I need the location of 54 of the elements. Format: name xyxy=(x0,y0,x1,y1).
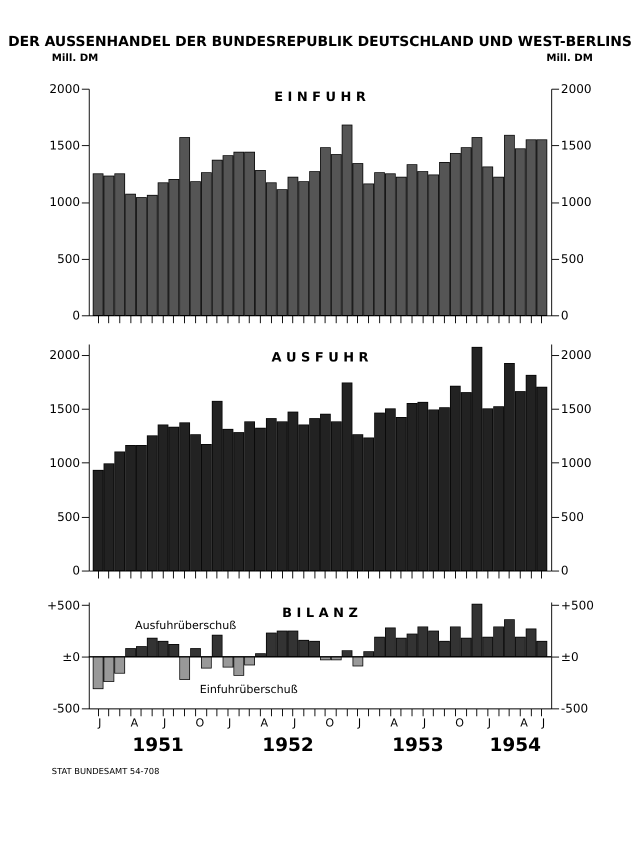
y-tick-label: 2000 xyxy=(49,348,80,362)
y-tick-label: +500 xyxy=(46,598,80,612)
y2-tick-label: -500 xyxy=(560,702,588,716)
annotation: Ausfuhrüberschuß xyxy=(135,619,236,632)
text: 1953 xyxy=(392,734,444,756)
x-tick-label: A xyxy=(520,716,528,730)
chart-title: DER AUSSENHANDEL DER BUNDESREPUBLIK DEUTSCHLAND UND WEST-BERLINS xyxy=(8,34,632,50)
y-axis-title: Mill. DM xyxy=(52,52,98,64)
x-tick-label: A xyxy=(130,716,139,730)
y-tick-label: 0 xyxy=(72,564,80,578)
text: A U S F U H R xyxy=(272,350,369,366)
text: 1952 xyxy=(262,734,314,756)
y-tick-label: 500 xyxy=(57,510,80,524)
y-tick-label: 500 xyxy=(57,252,80,266)
y-tick-label: -500 xyxy=(52,702,80,716)
x-tick-label: J xyxy=(226,716,232,730)
chart-subtitle: E I N F U H R xyxy=(274,90,366,105)
y2-tick-label: 2000 xyxy=(560,82,592,96)
x-tick-label: J xyxy=(292,716,296,730)
x-tick-label: J xyxy=(97,716,102,730)
y-tick-label: 1500 xyxy=(49,402,80,416)
y-tick-label: 2000 xyxy=(49,82,80,96)
x-tick-label: J xyxy=(422,716,426,730)
x-tick-label: A xyxy=(260,716,268,730)
y-tick-label: 1000 xyxy=(49,195,80,210)
x-tick-label: J xyxy=(356,716,362,730)
x-tick-label: J xyxy=(540,716,546,730)
x-tick-label: O xyxy=(196,716,205,730)
x-tick-label: O xyxy=(325,716,334,730)
text: STAT BUNDESAMT 54-708 xyxy=(52,766,160,776)
annotation: Einfuhrüberschuß xyxy=(200,682,298,696)
x-tick-label: A xyxy=(390,716,398,730)
y-tick-label: 1000 xyxy=(49,456,80,470)
x-tick-label: O xyxy=(455,716,464,730)
chart-title: B I L A N Z xyxy=(282,606,358,622)
y2-tick-label: 500 xyxy=(560,252,584,266)
y2-tick-label: 1500 xyxy=(560,138,592,153)
y-tick-label: 1500 xyxy=(49,138,80,153)
y2-tick-label: 1500 xyxy=(560,402,592,416)
x-tick-label: J xyxy=(486,716,492,730)
y2-tick-label: 1000 xyxy=(560,195,592,210)
text: 1954 xyxy=(490,734,542,756)
y2-tick-label: 0 xyxy=(560,564,569,578)
y-tick-label: ±0 xyxy=(62,650,80,664)
x-tick-label: J xyxy=(162,716,166,730)
text: 1951 xyxy=(132,734,184,756)
y2-tick-label: 1000 xyxy=(560,456,592,470)
y2-tick-label: 500 xyxy=(560,510,584,524)
y2-tick-label: +500 xyxy=(560,598,594,612)
y2-tick-label: 0 xyxy=(560,308,569,322)
y2-tick-label: ±0 xyxy=(560,650,579,664)
y2-tick-label: 2000 xyxy=(560,348,592,362)
y2-axis-title: Mill. DM xyxy=(546,52,593,64)
y-tick-label: 0 xyxy=(72,308,80,322)
